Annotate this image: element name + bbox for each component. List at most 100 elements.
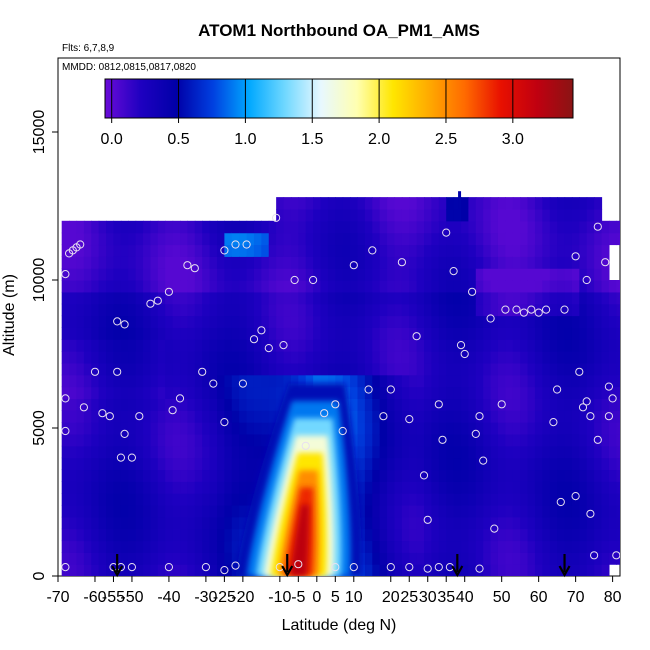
heat-cell bbox=[549, 220, 558, 234]
heat-cell bbox=[564, 244, 573, 257]
heat-cell bbox=[461, 457, 469, 471]
heat-cell bbox=[483, 528, 492, 542]
heat-cell bbox=[276, 232, 285, 246]
heat-cell bbox=[98, 457, 107, 471]
heat-cell bbox=[475, 457, 484, 471]
heat-cell bbox=[505, 504, 514, 518]
heat-cell bbox=[497, 398, 506, 411]
heat-cell bbox=[120, 528, 129, 542]
heat-cell bbox=[120, 280, 129, 293]
heat-cell bbox=[350, 362, 359, 376]
heat-cell bbox=[165, 280, 174, 293]
heat-cell bbox=[387, 481, 396, 494]
heat-cell bbox=[253, 244, 262, 257]
heat-cell bbox=[180, 422, 188, 435]
heat-cell bbox=[549, 232, 558, 246]
heat-cell bbox=[276, 327, 285, 340]
heat-cell bbox=[431, 197, 440, 210]
flight-point bbox=[512, 305, 521, 314]
flight-point bbox=[612, 551, 620, 560]
heat-cell bbox=[461, 528, 469, 542]
heat-cell bbox=[172, 374, 181, 388]
heat-cell bbox=[401, 540, 410, 553]
heat-cell bbox=[505, 280, 514, 293]
heat-cell bbox=[512, 374, 521, 388]
heat-cell bbox=[416, 327, 425, 340]
heat-cell bbox=[313, 315, 322, 328]
heat-cell bbox=[571, 410, 580, 423]
heat-cell bbox=[409, 374, 418, 388]
heat-cell bbox=[113, 362, 122, 376]
heat-cell bbox=[608, 362, 617, 376]
heat-cell bbox=[520, 256, 529, 269]
heat-cell bbox=[490, 457, 499, 471]
heat-cell bbox=[601, 303, 610, 317]
heat-cell bbox=[313, 232, 322, 246]
heat-cell bbox=[150, 244, 159, 257]
heat-cell bbox=[150, 339, 159, 352]
colorbar-gradient bbox=[104, 78, 574, 119]
heat-cell bbox=[468, 433, 477, 447]
flight-point bbox=[320, 409, 329, 418]
heat-cell bbox=[150, 445, 159, 459]
heat-cell bbox=[409, 422, 418, 435]
heat-cell bbox=[364, 327, 373, 340]
heat-cell bbox=[61, 516, 70, 530]
heat-cell bbox=[372, 268, 381, 281]
heat-cell bbox=[431, 528, 440, 542]
heat-cell bbox=[387, 493, 396, 506]
heat-cell bbox=[594, 327, 603, 340]
heat-cell bbox=[143, 504, 152, 518]
heat-cell bbox=[113, 327, 122, 340]
heat-cell bbox=[409, 339, 418, 352]
heat-cell bbox=[527, 374, 536, 388]
heat-cell bbox=[557, 398, 566, 411]
heat-cell bbox=[350, 244, 359, 257]
heat-cell bbox=[150, 291, 159, 305]
flight-point bbox=[364, 385, 373, 394]
heat-cell bbox=[135, 386, 144, 399]
heat-cell bbox=[128, 457, 137, 471]
heat-cell bbox=[372, 445, 381, 459]
heat-cell bbox=[579, 481, 588, 494]
heat-cell bbox=[520, 433, 529, 447]
heat-cell bbox=[194, 303, 203, 317]
heat-cell bbox=[313, 374, 322, 388]
heat-cell bbox=[335, 362, 344, 376]
sonde-arrow-head bbox=[281, 565, 294, 578]
heat-cell bbox=[209, 291, 218, 305]
heat-cell bbox=[61, 327, 70, 340]
heat-cell bbox=[416, 493, 425, 506]
heat-cell bbox=[446, 552, 455, 565]
heat-cell bbox=[586, 303, 595, 317]
heat-cell bbox=[520, 339, 529, 352]
heat-cell bbox=[431, 220, 440, 234]
heat-cell bbox=[601, 445, 610, 459]
heat-cell bbox=[475, 303, 484, 317]
heat-cell bbox=[69, 445, 78, 459]
heat-cell bbox=[76, 327, 85, 340]
heat-cell bbox=[461, 445, 469, 459]
heat-cell bbox=[113, 220, 122, 234]
x-tick-label: 5 bbox=[331, 589, 340, 606]
heat-cell bbox=[468, 528, 477, 542]
heat-cell bbox=[276, 291, 285, 305]
heat-cell bbox=[350, 291, 359, 305]
heat-cell bbox=[520, 410, 529, 423]
heat-cell bbox=[394, 410, 403, 423]
flight-point bbox=[175, 394, 185, 403]
heat-cell bbox=[76, 386, 85, 399]
heat-cell bbox=[246, 220, 255, 234]
heat-cell bbox=[497, 256, 506, 269]
flight-point bbox=[586, 509, 595, 518]
heat-cell bbox=[143, 280, 152, 293]
flight-point bbox=[575, 367, 584, 376]
heat-cell bbox=[202, 493, 211, 506]
flight-point bbox=[456, 341, 466, 350]
heat-cell bbox=[616, 433, 620, 447]
heat-cell bbox=[305, 280, 314, 293]
heat-cell bbox=[379, 315, 388, 328]
heat-cell bbox=[327, 268, 336, 281]
heat-cell bbox=[224, 504, 233, 518]
heat-cell bbox=[276, 220, 285, 234]
